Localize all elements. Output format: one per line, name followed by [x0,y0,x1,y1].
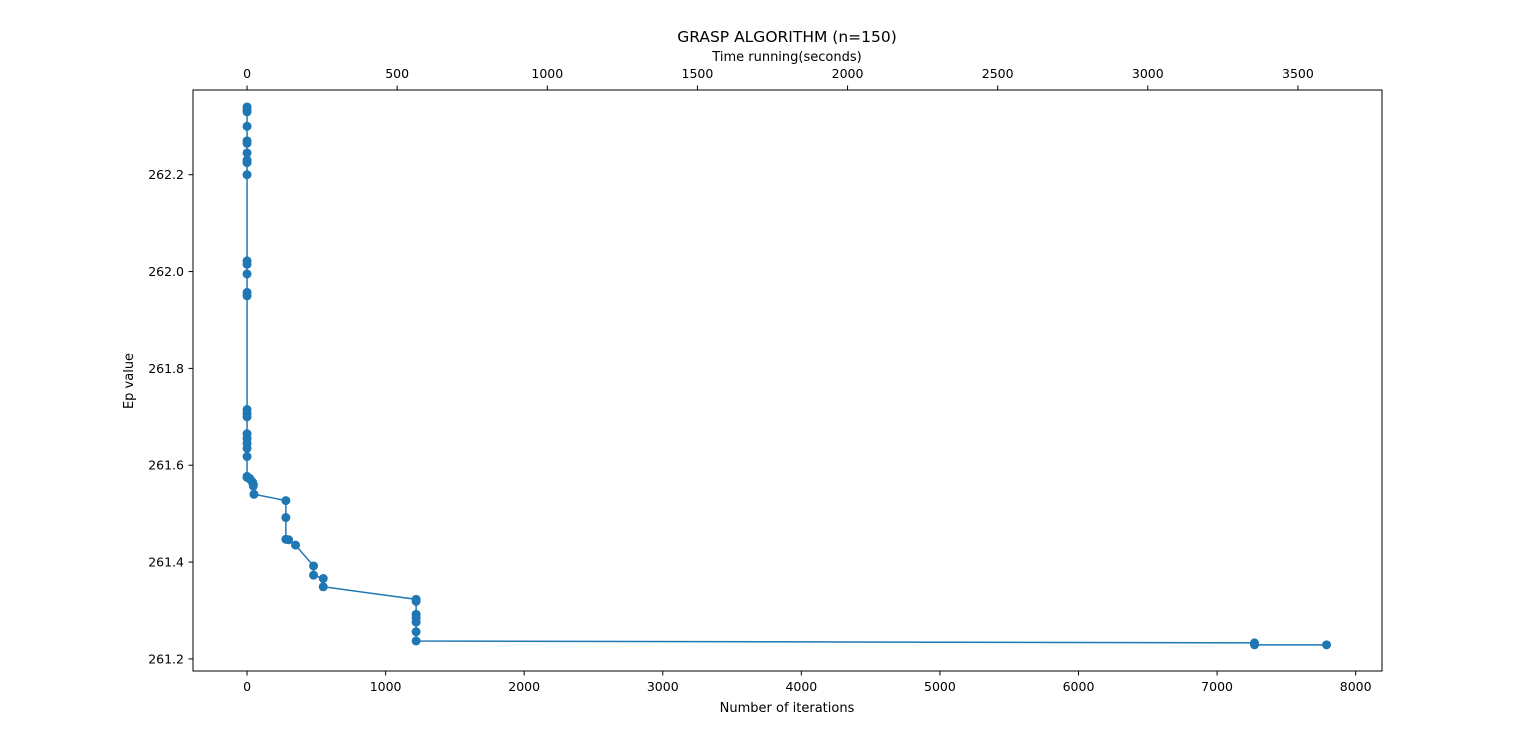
data-point [242,138,252,148]
data-point [318,574,328,584]
data-point [1250,640,1260,650]
data-point [248,481,258,491]
data-point [1322,640,1332,650]
y-tick-label: 261.6 [148,458,184,473]
y-axis-label: Ep value [122,353,137,409]
data-point [309,570,319,580]
top-axis-label: Time running(seconds) [711,50,861,65]
chart-title: GRASP ALGORITHM (n=150) [677,28,897,46]
data-point [242,269,252,279]
data-point [242,107,252,117]
data-point [242,291,252,301]
top-axis-ticks: 0 500 1000 1500 2000 2500 3000 3500 [243,66,1314,90]
x-tick-label: 6000 [1063,679,1095,694]
x-tick-label: 8000 [1340,679,1372,694]
data-point [242,158,252,168]
x-tick-label: 2000 [508,679,540,694]
top-tick-label: 500 [385,66,409,81]
x-tick-label: 0 [243,679,251,694]
top-tick-label: 1000 [531,66,563,81]
x-tick-label: 4000 [785,679,817,694]
data-point [411,596,421,606]
top-tick-label: 3000 [1132,66,1164,81]
data-point [249,489,259,499]
data-point [281,496,291,506]
data-point [318,582,328,592]
data-point [242,148,252,158]
data-point [284,535,294,545]
top-tick-label: 0 [243,66,251,81]
top-tick-label: 1500 [682,66,714,81]
plot-area [193,90,1382,671]
data-point [291,540,301,550]
data-point [242,452,252,462]
y-tick-label: 261.4 [148,555,184,570]
data-point [242,259,252,269]
plot-frame [192,89,1383,672]
data-point [411,627,421,637]
data-point [411,617,421,627]
data-point [242,121,252,131]
y-tick-label: 262.0 [148,264,184,279]
top-tick-label: 2500 [982,66,1014,81]
data-point [242,443,252,453]
x-ticks: 0 1000 2000 3000 4000 5000 6000 7000 8000 [243,671,1372,694]
data-point [242,412,252,422]
data-point [309,561,319,571]
y-tick-label: 261.2 [148,651,184,666]
x-tick-label: 7000 [1201,679,1233,694]
x-tick-label: 5000 [924,679,956,694]
top-tick-label: 2000 [832,66,864,81]
y-ticks: 261.2 261.4 261.6 261.8 262.0 262.2 [148,167,193,666]
series-layer [242,102,1332,650]
top-tick-label: 3500 [1282,66,1314,81]
x-tick-label: 1000 [370,679,402,694]
x-axis-label: Number of iterations [720,701,855,716]
data-point [281,513,291,523]
x-tick-label: 3000 [647,679,679,694]
y-tick-label: 261.8 [148,361,184,376]
data-point [242,170,252,180]
y-tick-label: 262.2 [148,167,184,182]
data-point [411,636,421,646]
